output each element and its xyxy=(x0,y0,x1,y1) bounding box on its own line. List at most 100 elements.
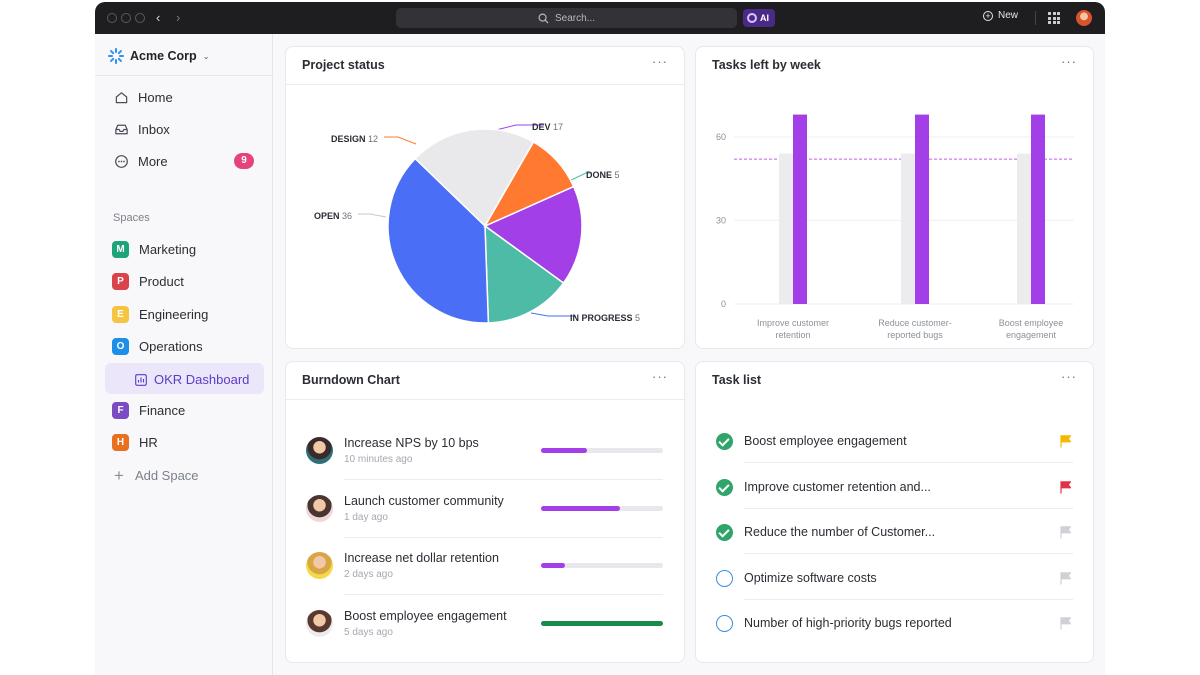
plus-circle-icon: + xyxy=(983,10,993,21)
app-window: ‹ › Search... AI + New Acme Corp ⌄ xyxy=(95,2,1105,675)
task-name: Reduce the number of Customer... xyxy=(744,525,936,539)
x-category-label: retention xyxy=(775,330,810,340)
project-status-pie-chart: DEV 17 DONE 5 IN PROGRESS 5 OPEN 36 DESIGN 1… xyxy=(314,122,640,324)
sidebar-item-label: More xyxy=(138,154,168,169)
home-icon xyxy=(115,92,128,104)
apps-grid-icon[interactable] xyxy=(1048,12,1060,24)
avatar xyxy=(306,609,333,637)
goal-timestamp: 1 day ago xyxy=(344,511,388,523)
empty-circle-icon[interactable] xyxy=(716,569,733,587)
space-marketing[interactable]: M Marketing xyxy=(112,241,196,258)
add-space-button[interactable]: + Add Space xyxy=(114,467,199,484)
y-tick-label: 60 xyxy=(716,132,726,142)
space-avatar: E xyxy=(112,306,129,323)
bar-baseline[interactable] xyxy=(779,153,793,304)
pie-slice-design[interactable] xyxy=(483,140,575,228)
space-avatar: O xyxy=(112,338,129,355)
sidebar-item-more[interactable]: More xyxy=(114,154,168,169)
flag-icon[interactable] xyxy=(1060,526,1072,539)
goal-name: Launch customer community xyxy=(344,493,504,508)
flag-icon[interactable] xyxy=(1060,617,1072,630)
card-menu-button[interactable]: ··· xyxy=(652,369,668,384)
search-bar[interactable]: Search... xyxy=(396,8,737,28)
card-divider xyxy=(286,399,684,400)
ai-button[interactable]: AI xyxy=(743,9,775,27)
space-avatar: M xyxy=(112,241,129,258)
sidebar: Acme Corp ⌄ Home Inbox 9 More Spaces M M… xyxy=(95,34,273,675)
progress-bar xyxy=(541,505,663,511)
chevron-down-icon: ⌄ xyxy=(202,51,210,61)
more-icon xyxy=(115,155,128,168)
check-circle-icon[interactable] xyxy=(716,433,733,450)
inbox-icon xyxy=(115,124,128,135)
space-finance[interactable]: F Finance xyxy=(112,402,185,419)
row-divider xyxy=(744,598,1073,600)
pie-leader-line xyxy=(384,136,417,145)
pie-slice-dev[interactable] xyxy=(483,185,583,285)
bar-tasks-left[interactable] xyxy=(1031,114,1045,304)
tasks-left-card: Tasks left by week ··· 0 30 60 Improve cust… xyxy=(695,46,1094,349)
progress-fill xyxy=(541,448,588,453)
back-arrow-icon[interactable]: ‹ xyxy=(156,10,161,25)
task-row[interactable]: Number of high-priority bugs reported xyxy=(716,606,1073,651)
sidebar-item-okr-dashboard[interactable] xyxy=(105,363,264,394)
progress-fill xyxy=(541,563,566,568)
x-category-label: reported bugs xyxy=(887,330,943,340)
user-avatar[interactable] xyxy=(1076,10,1092,26)
x-category-label: Reduce customer- xyxy=(878,318,952,328)
empty-circle-icon[interactable] xyxy=(716,615,733,632)
burndown-row[interactable]: Increase NPS by 10 bps 10 minutes ago xyxy=(306,429,663,486)
task-row[interactable]: Optimize software costs xyxy=(716,561,1073,606)
card-menu-button[interactable]: ··· xyxy=(652,54,668,69)
space-hr[interactable]: H HR xyxy=(112,434,158,451)
pie-slice-in-progress[interactable] xyxy=(387,157,490,324)
space-avatar: P xyxy=(112,273,129,290)
space-label: Finance xyxy=(139,403,186,418)
progress-fill xyxy=(541,620,663,626)
bar-tasks-left[interactable] xyxy=(915,114,929,304)
search-icon xyxy=(538,13,549,24)
okr-dashboard-link[interactable]: OKR Dashboard xyxy=(135,372,249,387)
space-label: HR xyxy=(139,435,158,450)
sidebar-item-label: Home xyxy=(138,90,173,105)
flag-icon[interactable] xyxy=(1060,571,1072,585)
bar-tasks-left[interactable] xyxy=(793,114,807,304)
sidebar-item-inbox[interactable]: Inbox xyxy=(114,122,170,137)
check-circle-icon[interactable] xyxy=(716,478,733,496)
pie-leader-line xyxy=(495,124,544,131)
new-button[interactable]: + New xyxy=(983,10,1018,21)
space-operations[interactable]: O Operations xyxy=(112,338,203,355)
ai-label: AI xyxy=(760,13,769,23)
task-row[interactable]: Reduce the number of Customer... xyxy=(716,515,1073,560)
bar-baseline[interactable] xyxy=(1017,153,1031,304)
close-window-button[interactable] xyxy=(107,13,117,23)
space-label: Engineering xyxy=(139,307,209,322)
space-product[interactable]: P Product xyxy=(112,273,184,290)
burndown-row[interactable]: Boost employee engagement 5 days ago xyxy=(306,602,663,659)
pie-slice-open[interactable] xyxy=(414,128,535,228)
row-divider xyxy=(344,594,663,595)
card-menu-button[interactable]: ··· xyxy=(1061,369,1077,384)
forward-arrow-icon[interactable]: › xyxy=(176,10,181,25)
space-engineering[interactable]: E Engineering xyxy=(112,306,208,323)
check-circle-icon[interactable] xyxy=(716,524,733,541)
flag-icon[interactable] xyxy=(1060,435,1072,448)
row-divider xyxy=(344,536,663,538)
workspace-switcher[interactable]: Acme Corp ⌄ xyxy=(108,48,209,64)
task-row[interactable]: Boost employee engagement xyxy=(716,424,1073,469)
progress-fill xyxy=(541,505,621,511)
card-menu-button[interactable]: ··· xyxy=(1061,54,1077,69)
zoom-window-button[interactable] xyxy=(135,13,145,23)
burndown-row[interactable]: Launch customer community 1 day ago xyxy=(306,487,663,544)
y-tick-label: 30 xyxy=(716,215,726,225)
goal-timestamp: 2 days ago xyxy=(344,569,393,580)
row-divider xyxy=(744,553,1073,554)
task-row[interactable]: Improve customer retention and... xyxy=(716,470,1073,515)
pie-slice-done[interactable] xyxy=(484,224,565,324)
sidebar-item-home[interactable]: Home xyxy=(114,90,173,105)
bar-baseline[interactable] xyxy=(901,153,915,304)
burndown-row[interactable]: Increase net dollar retention 2 days ago xyxy=(306,544,663,601)
flag-icon[interactable] xyxy=(1060,480,1072,494)
minimize-window-button[interactable] xyxy=(121,13,131,23)
pie-label: DONE 5 xyxy=(586,170,620,180)
